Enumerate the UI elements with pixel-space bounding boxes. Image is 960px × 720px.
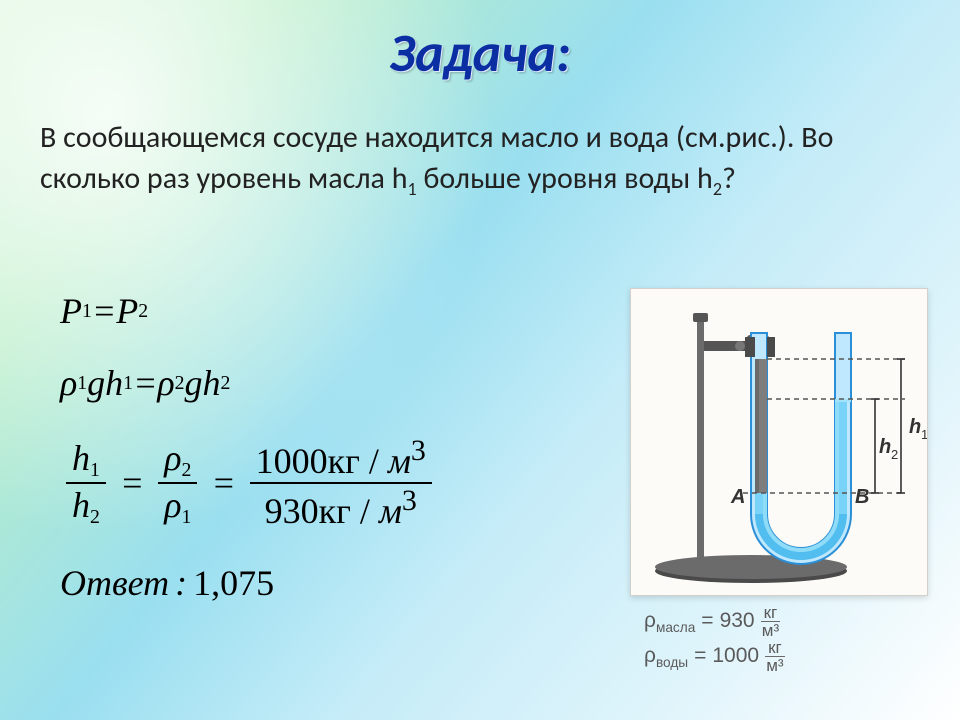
- formula-line-1: P1 = P2: [60, 290, 438, 332]
- rho-oil-line: ρмасла = 930 кг м³: [644, 604, 914, 639]
- frac-h2: h2: [66, 484, 106, 529]
- frac-h1: h1: [66, 437, 106, 484]
- svg-text:B: B: [855, 486, 869, 508]
- frac-rho2: ρ2: [158, 437, 197, 484]
- svg-text:h: h: [879, 436, 891, 458]
- answer-value: 1,075: [193, 562, 274, 604]
- rho-water-line: ρводы = 1000 кг м³: [644, 639, 914, 674]
- slide-title: Задача:: [0, 20, 960, 86]
- unit-kg-2: кг: [765, 639, 785, 657]
- answer-label: Ответ: [60, 562, 169, 604]
- formula-line-2: ρ1gh1 = ρ2gh2: [60, 362, 438, 404]
- formula-line-3: h1 h2 = ρ2 ρ1 = 1000кг / м3 930кг / м3: [60, 434, 438, 532]
- frac-rho1: ρ1: [158, 484, 197, 529]
- svg-text:A: A: [730, 486, 745, 508]
- formula-block: P1 = P2 ρ1gh1 = ρ2gh2 h1 h2 = ρ2 ρ1 = 10…: [60, 290, 438, 634]
- rho-oil-value: 930: [720, 605, 755, 638]
- density-values: ρмасла = 930 кг м³ ρводы = 1000 кг м³: [644, 604, 914, 674]
- rho-oil-label: ρмасла: [644, 605, 695, 638]
- rho-water-label: ρводы: [644, 640, 688, 673]
- answer-line: Ответ : 1,075: [60, 562, 438, 604]
- unit-m3: м³: [761, 622, 781, 639]
- apparatus-diagram: h 1 h 2 A B: [631, 289, 927, 595]
- diagram-panel: h 1 h 2 A B: [630, 288, 928, 596]
- unit-kg: кг: [761, 604, 781, 622]
- frac-1000: 1000кг / м3: [250, 434, 432, 484]
- svg-text:h: h: [909, 416, 921, 438]
- rho-water-value: 1000: [712, 640, 759, 673]
- problem-text: В сообщающемся сосуде находится масло и …: [40, 118, 920, 201]
- frac-930: 930кг / м3: [250, 484, 432, 532]
- slide: Задача: В сообщающемся сосуде находится …: [0, 0, 960, 720]
- svg-text:2: 2: [891, 447, 898, 462]
- svg-text:1: 1: [921, 427, 927, 442]
- unit-m3-2: м³: [765, 657, 785, 674]
